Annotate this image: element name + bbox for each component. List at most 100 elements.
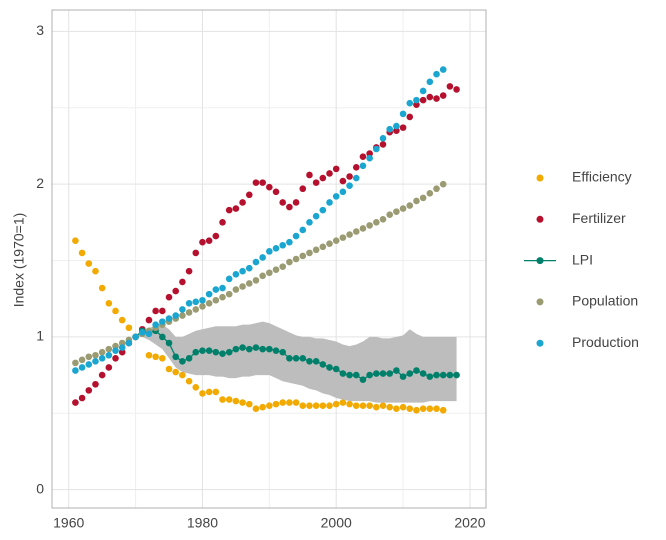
data-point — [105, 345, 113, 353]
data-point — [92, 358, 99, 365]
data-point — [413, 101, 420, 109]
data-point — [92, 267, 99, 275]
data-point — [426, 93, 434, 101]
data-point — [373, 403, 380, 411]
data-point — [292, 399, 300, 406]
data-point — [332, 193, 340, 200]
data-point — [212, 296, 220, 304]
data-point — [219, 219, 226, 226]
data-point — [179, 312, 186, 319]
data-point — [219, 396, 226, 403]
data-point — [453, 371, 460, 379]
data-point — [179, 306, 186, 313]
legend-key — [536, 298, 544, 306]
data-point — [373, 145, 380, 153]
data-point — [85, 361, 93, 368]
data-point — [205, 237, 213, 244]
confidence-band — [135, 321, 457, 403]
data-point — [326, 240, 333, 248]
data-point — [319, 402, 327, 409]
data-point — [92, 351, 99, 359]
data-point — [212, 286, 220, 293]
data-point — [232, 286, 240, 293]
data-point — [426, 405, 434, 413]
data-point — [98, 348, 106, 356]
data-point — [85, 260, 93, 267]
data-point — [339, 188, 347, 196]
data-point — [292, 255, 300, 263]
data-point — [319, 206, 327, 214]
data-point — [105, 351, 113, 359]
data-point — [413, 96, 420, 104]
data-point — [85, 387, 93, 394]
data-point — [446, 83, 454, 90]
data-point — [279, 399, 287, 406]
data-point — [326, 402, 333, 409]
data-point — [413, 406, 420, 414]
data-point — [312, 246, 320, 254]
data-point — [366, 371, 373, 379]
data-point — [239, 283, 246, 290]
data-point — [319, 243, 327, 251]
data-point — [359, 376, 367, 383]
data-point — [426, 190, 434, 197]
data-point — [373, 219, 380, 226]
data-point — [185, 309, 193, 316]
data-point — [105, 300, 113, 307]
legend-label: Population — [572, 293, 638, 309]
data-point — [78, 356, 86, 364]
data-point — [426, 78, 434, 86]
data-point — [179, 358, 186, 365]
data-point — [118, 344, 126, 351]
data-point — [386, 403, 394, 411]
data-point — [366, 150, 373, 157]
data-point — [245, 191, 253, 199]
data-point — [252, 179, 260, 186]
data-point — [239, 199, 246, 206]
data-point — [279, 199, 287, 206]
data-point — [165, 365, 173, 373]
data-point — [386, 125, 394, 133]
data-point — [185, 377, 193, 385]
data-point — [259, 272, 266, 280]
data-point — [272, 400, 280, 408]
data-point — [252, 344, 260, 351]
data-point — [399, 124, 407, 131]
data-point — [266, 269, 273, 277]
data-point — [393, 127, 400, 134]
data-point — [366, 222, 373, 229]
data-point — [406, 202, 414, 209]
data-point — [78, 394, 86, 402]
data-point — [399, 373, 407, 380]
data-point — [185, 267, 193, 275]
legend-label: Efficiency — [572, 169, 632, 185]
data-point — [346, 231, 353, 238]
legend-key — [536, 257, 544, 265]
data-point — [326, 364, 333, 371]
data-point — [245, 280, 253, 287]
data-point — [192, 249, 200, 257]
data-point — [399, 110, 407, 118]
data-point — [165, 339, 173, 347]
data-point — [266, 345, 273, 353]
data-point — [433, 95, 440, 102]
legend-key — [536, 339, 544, 347]
data-point — [292, 354, 300, 362]
data-point — [225, 206, 233, 214]
data-point — [352, 371, 360, 379]
data-point — [259, 345, 266, 353]
y-tick-label: 2 — [36, 175, 44, 191]
data-point — [346, 182, 353, 189]
data-point — [219, 293, 226, 301]
data-point — [112, 347, 119, 354]
data-point — [245, 345, 253, 353]
data-point — [252, 405, 260, 413]
x-tick-label: 2000 — [321, 515, 352, 531]
data-point — [279, 348, 287, 356]
data-point — [433, 185, 440, 193]
data-point — [279, 263, 287, 270]
data-point — [172, 312, 180, 319]
data-point — [172, 287, 180, 295]
data-point — [199, 238, 206, 246]
